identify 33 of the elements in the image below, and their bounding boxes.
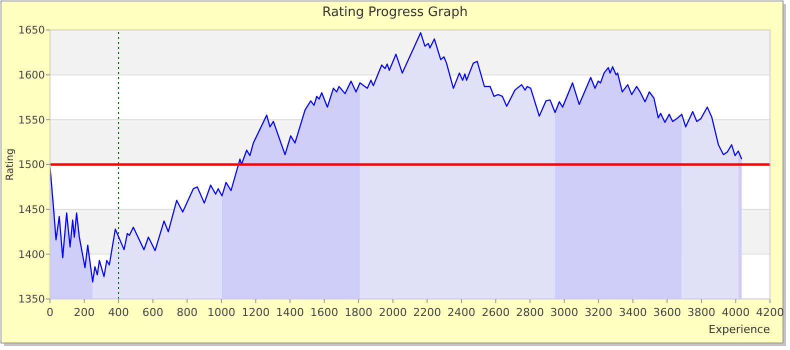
y-tick-label: 1650: [18, 24, 45, 37]
y-axis-title: Rating: [5, 148, 16, 181]
x-tick-label: 200: [74, 306, 95, 319]
x-tick-label: 400: [108, 306, 130, 319]
x-tick-label: 4000: [722, 306, 750, 319]
y-tick-label: 1350: [18, 294, 45, 306]
x-tick-label: 2400: [447, 306, 476, 319]
x-axis-title: Experience: [708, 323, 770, 336]
x-tick-label: 3800: [687, 306, 716, 319]
x-tick-label: 4200: [756, 306, 784, 319]
x-tick-label: 2600: [482, 306, 510, 319]
y-tick-label: 1450: [18, 204, 45, 216]
y-tick-label: 1550: [18, 114, 45, 126]
x-tick-label: 1400: [276, 306, 304, 319]
x-tick-label: 1600: [310, 306, 338, 319]
y-tick-label: 1600: [18, 70, 45, 82]
x-tick-label: 1000: [207, 306, 236, 319]
x-tick-label: 1200: [242, 306, 270, 319]
x-tick-label: 2800: [516, 306, 544, 319]
x-tick-label: 2200: [413, 306, 442, 319]
x-tick-label: 3200: [584, 306, 613, 319]
x-tick-label: 800: [176, 306, 198, 319]
x-tick-label: 3400: [618, 306, 647, 319]
y-tick-label: 1500: [18, 159, 45, 172]
x-tick-label: 1800: [344, 306, 373, 319]
x-tick-label: 3000: [550, 306, 578, 319]
x-tick-label: 2000: [378, 306, 407, 319]
chart-title: Rating Progress Graph: [322, 5, 468, 20]
x-tick-label: 3600: [653, 306, 682, 319]
x-tick-label: 600: [142, 306, 164, 319]
line-series: [50, 32, 742, 283]
x-tick-label: 0: [46, 306, 54, 319]
y-tick-label: 1400: [18, 248, 45, 261]
